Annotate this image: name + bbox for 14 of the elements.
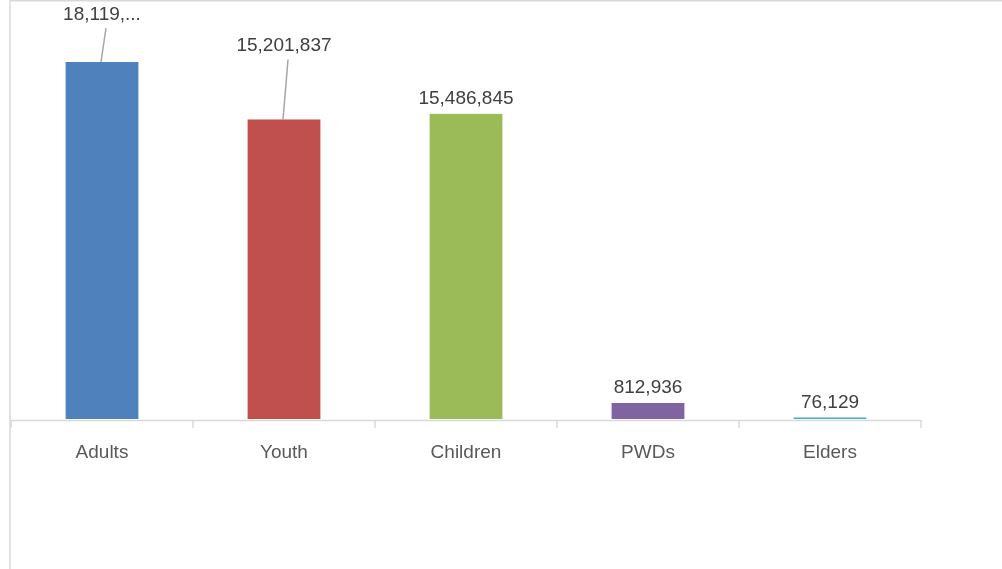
bar bbox=[247, 119, 321, 419]
data-label: 15,486,845 bbox=[418, 86, 514, 108]
data-label: 76,129 bbox=[800, 390, 860, 412]
bar bbox=[65, 62, 139, 419]
bar bbox=[611, 402, 685, 419]
x-tick-label: Children bbox=[430, 441, 502, 462]
data-label: 15,201,837 bbox=[236, 34, 332, 56]
x-tick-label: PWDs bbox=[621, 441, 675, 462]
x-tick-label: Adults bbox=[75, 441, 129, 462]
data-label: 812,936 bbox=[613, 375, 683, 397]
x-tick-label: Youth bbox=[260, 441, 308, 462]
data-label: 18,119,... bbox=[63, 3, 141, 24]
bar bbox=[429, 113, 503, 419]
x-tick-label: Elders bbox=[803, 441, 857, 462]
